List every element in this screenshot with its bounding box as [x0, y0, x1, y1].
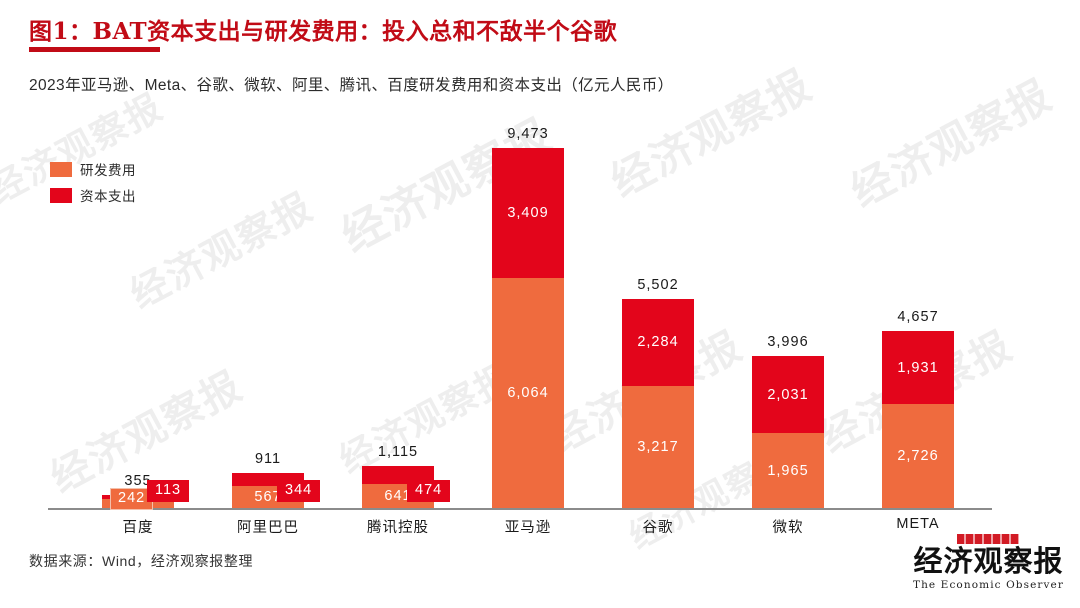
bar-group[interactable]: 1,931 2,726 4,657 META — [882, 309, 954, 532]
legend-swatch-icon — [50, 187, 72, 203]
bar-group[interactable]: 567 911 阿里巴巴 — [232, 451, 304, 536]
bar-total-value: 1,115 — [377, 443, 419, 460]
bar-segment-capex[interactable]: 1,931 — [882, 331, 954, 405]
x-axis-line — [48, 508, 992, 510]
bar-segment-value-capex: 474 — [407, 480, 451, 502]
bar-segment-rnd[interactable]: 6,064 — [492, 277, 564, 508]
x-axis-category-label: 亚马逊 — [504, 520, 552, 536]
bar-segment-capex[interactable]: 3,409 — [492, 148, 564, 278]
bar-segment-value-capex: 2,284 — [637, 334, 679, 351]
bar-group[interactable]: 2,284 3,217 5,502 谷歌 — [622, 277, 694, 536]
legend-label: 资本支出 — [80, 189, 136, 204]
bar-segment-value-rnd: 6,064 — [507, 384, 549, 401]
bar-segment-capex[interactable]: 2,031 — [752, 356, 824, 434]
bar-segment-value-rnd: 1,965 — [767, 462, 809, 479]
page-title: 图1：BAT资本支出与研发费用：投入总和不敌半个谷歌 — [29, 18, 618, 45]
bar-segment-value-rnd: 641 — [384, 487, 412, 504]
legend-swatch-icon — [50, 161, 72, 177]
bar-segment-rnd[interactable]: 2,726 — [882, 404, 954, 508]
bar-total-value: 911 — [254, 451, 282, 468]
x-axis-category-label: META — [896, 515, 940, 532]
legend-item-rnd: 研发费用 — [50, 158, 136, 180]
bar-segment-value-capex: 2,031 — [767, 386, 809, 403]
bar-segment-capex[interactable] — [362, 465, 434, 484]
bar-segment-rnd[interactable]: 1,965 — [752, 433, 824, 508]
x-axis-category-label: 腾讯控股 — [367, 519, 429, 536]
chart-legend: 研发费用 资本支出 — [50, 158, 136, 210]
bar-group[interactable]: 3,409 6,064 9,473 亚马逊 — [492, 126, 564, 536]
x-axis-category-label: 微软 — [772, 519, 804, 536]
bar-segment-value-capex: 3,409 — [507, 204, 549, 221]
bar-segment-rnd[interactable]: 3,217 — [622, 385, 694, 508]
legend-item-capex: 资本支出 — [50, 184, 136, 206]
logo-banner-icon — [957, 534, 1020, 544]
bar-total-value: 3,996 — [767, 334, 809, 351]
bar-total-value: 5,502 — [637, 276, 679, 293]
logo-chinese-name: 经济观察报 — [913, 544, 1064, 578]
bar-segment-capex[interactable]: 2,284 — [622, 298, 694, 386]
bar-segment-value-rnd: 567 — [254, 489, 282, 506]
x-axis-category-label: 谷歌 — [642, 519, 674, 536]
legend-label: 研发费用 — [80, 163, 136, 178]
bar-segment-value-rnd: 2,726 — [897, 448, 939, 465]
logo-english-name: The Economic Observer — [912, 579, 1064, 591]
bar-segment-value-capex: 113 — [147, 480, 190, 502]
source-note: 数据来源：Wind，经济观察报整理 — [29, 553, 254, 569]
bar-group[interactable]: 2,031 1,965 3,996 微软 — [752, 334, 824, 536]
bar-segment-value-capex: 344 — [277, 480, 321, 502]
bar-segment-value-rnd: 242 — [110, 488, 154, 510]
bar-total-value: 355 — [124, 472, 152, 489]
x-axis-category-label: 阿里巴巴 — [237, 519, 299, 536]
bar-segment-value-capex: 1,931 — [897, 359, 939, 376]
title-underline — [29, 47, 160, 52]
bar-total-value: 9,473 — [507, 126, 549, 142]
publisher-logo: 经济观察报 The Economic Observer — [913, 534, 1064, 592]
x-axis-category-label: 百度 — [122, 519, 154, 536]
bar-total-value: 4,657 — [897, 309, 939, 326]
bar-segment-value-rnd: 3,217 — [637, 438, 679, 455]
chart-subtitle: 2023年亚马逊、Meta、谷歌、微软、阿里、腾讯、百度研发费用和资本支出（亿元… — [29, 77, 674, 94]
